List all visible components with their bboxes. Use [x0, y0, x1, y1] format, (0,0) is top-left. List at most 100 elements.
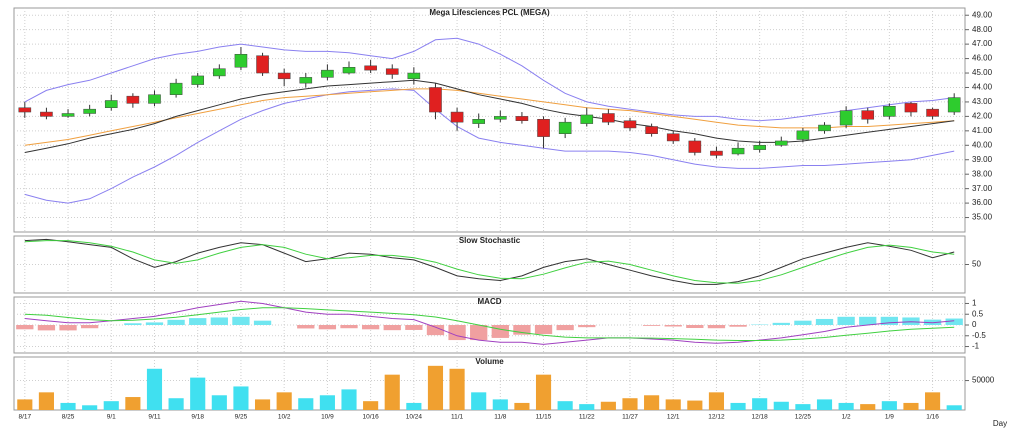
- y-tick-label: 41.00: [972, 126, 993, 135]
- volume-bar: [687, 400, 703, 410]
- volume-bar: [60, 402, 76, 410]
- candle-body: [407, 72, 421, 80]
- series-line: [24, 238, 955, 285]
- candle-body: [645, 126, 658, 134]
- x-tick-label: 8/17: [18, 414, 31, 421]
- candle-body: [256, 55, 269, 74]
- histogram-bar: [772, 322, 790, 325]
- volume-bar: [103, 401, 119, 410]
- candle-body: [947, 97, 961, 113]
- candle-body: [839, 110, 853, 126]
- x-tick-label: 12/25: [795, 414, 812, 421]
- volume-bar: [125, 397, 141, 410]
- candle-body: [883, 106, 896, 117]
- candle-body: [537, 119, 550, 137]
- x-tick-label: 10/2: [278, 414, 291, 421]
- histogram-bar: [340, 325, 358, 329]
- volume-bar: [319, 395, 335, 410]
- histogram-bar: [210, 317, 228, 325]
- x-tick-label: 11/15: [536, 414, 552, 421]
- volume-bar: [795, 404, 811, 410]
- histogram-bar: [297, 325, 315, 329]
- histogram-bar: [59, 325, 77, 331]
- y-tick-label: 44.00: [972, 83, 993, 92]
- overlay-line: [24, 37, 955, 122]
- histogram-bar: [470, 325, 488, 341]
- volume-bar: [449, 368, 465, 410]
- x-tick-label: 10/24: [406, 414, 423, 421]
- candle-body: [472, 119, 485, 124]
- candle-body: [450, 111, 464, 123]
- candle-body: [710, 150, 723, 156]
- volume-bar: [557, 401, 573, 410]
- volume-bar: [925, 392, 941, 410]
- volume-bar: [752, 398, 768, 410]
- x-axis-label: Day: [993, 419, 1007, 428]
- histogram-bar: [578, 325, 596, 328]
- histogram-bar: [318, 325, 337, 330]
- histogram-bar: [124, 323, 142, 325]
- y-tick-label: -1: [972, 342, 980, 351]
- volume-bar: [233, 386, 249, 410]
- histogram-bar: [664, 325, 682, 327]
- x-tick-label: 12/18: [752, 414, 769, 421]
- candle-body: [126, 95, 140, 104]
- x-tick-label: 10/9: [321, 414, 334, 421]
- histogram-bar: [37, 325, 56, 331]
- volume-bar: [946, 405, 962, 410]
- histogram-bar: [686, 325, 704, 329]
- x-tick-label: 1/2: [842, 414, 851, 421]
- x-tick-label: 9/25: [235, 414, 248, 421]
- y-tick-label: 1: [972, 299, 977, 308]
- y-tick-label: -0.5: [972, 331, 986, 340]
- histogram-bar: [232, 316, 250, 325]
- histogram-bar: [880, 316, 898, 325]
- y-tick-label: 47.00: [972, 39, 993, 48]
- candle-body: [926, 108, 939, 117]
- candle-body: [83, 108, 96, 114]
- candle-body: [753, 145, 766, 150]
- candle-body: [861, 110, 875, 120]
- histogram-bar: [16, 325, 34, 330]
- candle-body: [515, 116, 529, 121]
- volume-bar: [514, 402, 530, 410]
- volume-bar: [363, 401, 379, 410]
- candle-body: [148, 94, 161, 104]
- volume-bar: [644, 395, 660, 410]
- histogram-bar: [642, 325, 661, 326]
- volume-bar: [816, 399, 833, 410]
- candle-body: [429, 87, 442, 113]
- volume-bar: [773, 401, 789, 410]
- histogram-bar: [81, 325, 99, 329]
- volume-bar: [82, 405, 98, 410]
- candle-body: [213, 68, 226, 77]
- histogram-bar: [794, 320, 812, 325]
- histogram-bar: [707, 325, 726, 329]
- volume-bar: [903, 402, 919, 410]
- y-tick-label: 49.00: [972, 10, 993, 19]
- x-tick-label: 8/25: [62, 414, 75, 421]
- volume-bar: [38, 392, 54, 410]
- candle-body: [40, 111, 53, 117]
- histogram-bar: [361, 325, 380, 330]
- y-tick-label: 39.00: [972, 155, 993, 164]
- y-tick-label: 36.00: [972, 198, 993, 207]
- volume-bar: [860, 404, 876, 410]
- candle-body: [18, 107, 32, 113]
- x-tick-label: 9/18: [191, 414, 204, 421]
- y-tick-label: 50: [972, 260, 981, 269]
- series-line: [24, 307, 955, 341]
- histogram-bar: [448, 325, 466, 341]
- candle-body: [299, 77, 313, 84]
- candle-body: [234, 53, 248, 68]
- candle-body: [904, 103, 918, 113]
- y-tick-label: 0: [972, 320, 977, 329]
- histogram-bar: [513, 325, 531, 335]
- volume-bar: [730, 402, 746, 410]
- volume-bar: [211, 395, 227, 410]
- volume-bar: [838, 402, 854, 410]
- volume-bar: [168, 398, 184, 410]
- candle-body: [731, 147, 745, 155]
- x-tick-label: 11/22: [579, 414, 595, 421]
